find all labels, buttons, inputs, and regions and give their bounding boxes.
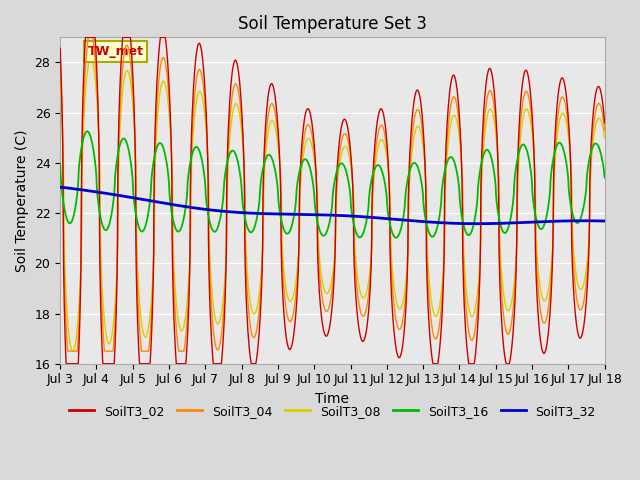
Y-axis label: Soil Temperature (C): Soil Temperature (C) [15, 129, 29, 272]
Text: TW_met: TW_met [88, 45, 143, 58]
Title: Soil Temperature Set 3: Soil Temperature Set 3 [238, 15, 427, 33]
X-axis label: Time: Time [316, 392, 349, 406]
Legend: SoilT3_02, SoilT3_04, SoilT3_08, SoilT3_16, SoilT3_32: SoilT3_02, SoilT3_04, SoilT3_08, SoilT3_… [64, 400, 601, 423]
